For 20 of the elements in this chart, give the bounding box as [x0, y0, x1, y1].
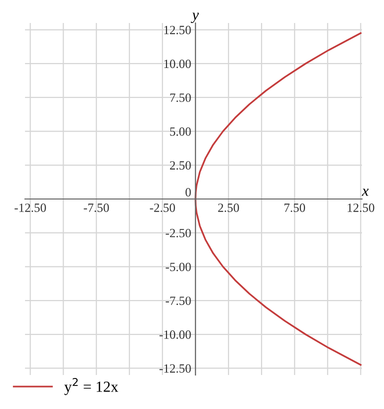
x-tick-label: 12.50: [348, 204, 374, 212]
y-tick-label: -7.50: [166, 296, 191, 306]
x-tick-label: 7.50: [284, 204, 306, 212]
y-tick-label: 10.00: [164, 60, 191, 68]
y-tick-label: 0: [186, 188, 191, 196]
y-tick-label: -10.00: [159, 330, 191, 339]
y-axis-title: y: [190, 12, 199, 23]
x-tick-label: -2.50: [150, 204, 175, 212]
y-tick-label: 12.50: [164, 26, 191, 34]
y-tick-label: -12.50: [159, 364, 191, 373]
legend-label: y$^{2}$ = 12x: [64, 378, 118, 396]
y-tick-label: -2.50: [166, 228, 191, 238]
x-tick-label: 2.50: [218, 204, 239, 212]
y-tick-label: 5.00: [170, 127, 191, 136]
y-tick-label: -5.00: [166, 262, 191, 272]
y-tick-label: 2.50: [170, 161, 191, 170]
x-axis-title: x: [362, 188, 369, 196]
y-tick-label: 7.50: [170, 93, 191, 102]
x-tick-label: -12.50: [14, 204, 46, 212]
x-tick-label: -7.50: [84, 204, 109, 212]
